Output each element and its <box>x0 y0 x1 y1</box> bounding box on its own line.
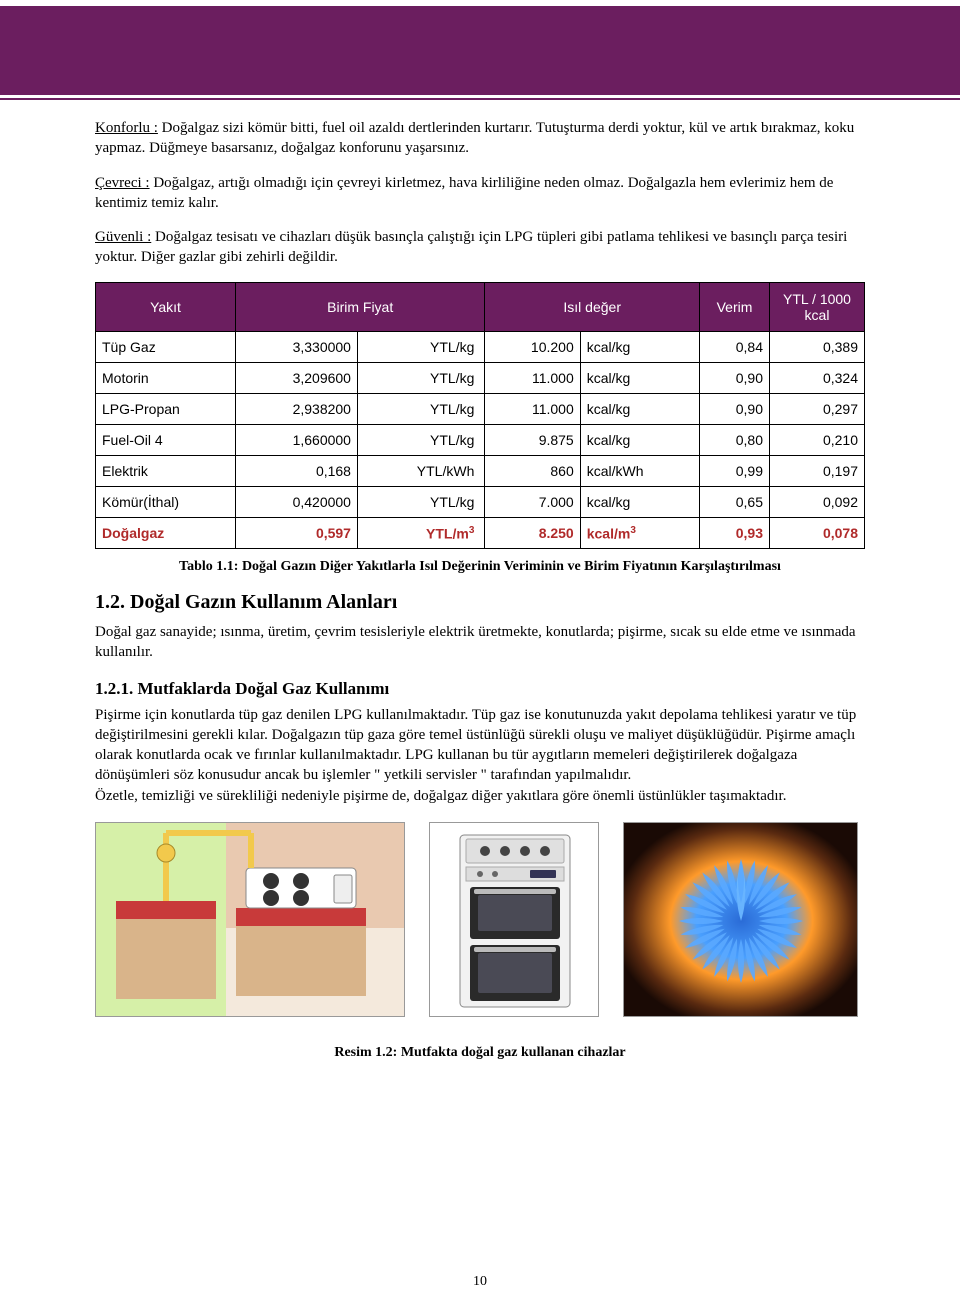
page-content: Konforlu : Doğalgaz sizi kömür bitti, fu… <box>0 100 960 1061</box>
kitchen-stove-illustration <box>95 822 405 1017</box>
table-cell: LPG-Propan <box>96 393 236 424</box>
table-cell: 860 <box>485 455 580 486</box>
table-cell: 0,197 <box>770 455 865 486</box>
section-1-2-heading: 1.2. Doğal Gazın Kullanım Alanları <box>95 591 865 614</box>
table-row: LPG-Propan2,938200YTL/kg11.000kcal/kg0,9… <box>96 393 865 424</box>
table-cell: 7.000 <box>485 486 580 517</box>
table-cell: 0,297 <box>770 393 865 424</box>
table-cell: 11.000 <box>485 362 580 393</box>
table-cell: Motorin <box>96 362 236 393</box>
table-header-row: Yakıt Birim Fiyat Isıl değer Verim YTL /… <box>96 282 865 331</box>
table-row: Motorin3,209600YTL/kg11.000kcal/kg0,900,… <box>96 362 865 393</box>
table-cell: YTL/m3 <box>357 517 484 549</box>
table-cell: 0,65 <box>700 486 770 517</box>
body-guvenli: Doğalgaz tesisatı ve cihazları düşük bas… <box>95 229 847 265</box>
page-header-band <box>0 6 960 100</box>
body-cevreci: Doğalgaz, artığı olmadığı için çevreyi k… <box>95 175 833 211</box>
table-cell: YTL/kg <box>357 362 484 393</box>
lead-guvenli: Güvenli : <box>95 229 151 245</box>
section-1-2-1-body: Pişirme için konutlarda tüp gaz denilen … <box>95 705 865 806</box>
th-ytl: YTL / 1000 kcal <box>770 282 865 331</box>
table-cell: YTL/kg <box>357 393 484 424</box>
th-verim: Verim <box>700 282 770 331</box>
freestanding-oven-image <box>429 822 599 1017</box>
figure-row <box>95 822 865 1017</box>
table-cell: 0,80 <box>700 424 770 455</box>
figure-caption: Resim 1.2: Mutfakta doğal gaz kullanan c… <box>95 1045 865 1061</box>
table-caption: Tablo 1.1: Doğal Gazın Diğer Yakıtlarla … <box>95 559 865 575</box>
table-cell: YTL/kg <box>357 331 484 362</box>
table-cell: 0,84 <box>700 331 770 362</box>
table-cell: kcal/kg <box>580 331 699 362</box>
table-cell: kcal/kg <box>580 486 699 517</box>
table-cell: 0,93 <box>700 517 770 549</box>
paragraph-cevreci: Çevreci : Doğalgaz, artığı olmadığı için… <box>95 173 865 214</box>
table-cell: 0,078 <box>770 517 865 549</box>
th-birim-fiyat: Birim Fiyat <box>236 282 485 331</box>
table-cell: 0,324 <box>770 362 865 393</box>
table-cell: 3,330000 <box>236 331 358 362</box>
table-cell: 10.200 <box>485 331 580 362</box>
fuel-comparison-table: Yakıt Birim Fiyat Isıl değer Verim YTL /… <box>95 282 865 550</box>
table-cell: 0,90 <box>700 393 770 424</box>
table-cell: 0,90 <box>700 362 770 393</box>
section-1-2-body: Doğal gaz sanayide; ısınma, üretim, çevr… <box>95 622 865 663</box>
paragraph-konforlu: Konforlu : Doğalgaz sizi kömür bitti, fu… <box>95 118 865 159</box>
th-yakit: Yakıt <box>96 282 236 331</box>
table-row: Fuel-Oil 41,660000YTL/kg9.875kcal/kg0,80… <box>96 424 865 455</box>
table-cell: 0,168 <box>236 455 358 486</box>
table-cell: 0,420000 <box>236 486 358 517</box>
paragraph-guvenli: Güvenli : Doğalgaz tesisatı ve cihazları… <box>95 227 865 268</box>
table-cell: YTL/kWh <box>357 455 484 486</box>
table-cell: kcal/m3 <box>580 517 699 549</box>
gas-flame-image <box>623 822 858 1017</box>
header-bar <box>0 6 960 98</box>
table-cell: kcal/kg <box>580 362 699 393</box>
table-cell: 0,389 <box>770 331 865 362</box>
table-cell: 0,597 <box>236 517 358 549</box>
table-cell: 8.250 <box>485 517 580 549</box>
table-cell: Fuel-Oil 4 <box>96 424 236 455</box>
section-1-2-1-heading: 1.2.1. Mutfaklarda Doğal Gaz Kullanımı <box>95 679 865 699</box>
table-cell: kcal/kWh <box>580 455 699 486</box>
lead-cevreci: Çevreci : <box>95 175 150 191</box>
lead-konforlu: Konforlu : <box>95 120 158 136</box>
table-cell: 0,99 <box>700 455 770 486</box>
table-row: Kömür(İthal)0,420000YTL/kg7.000kcal/kg0,… <box>96 486 865 517</box>
table-row: Doğalgaz0,597YTL/m38.250kcal/m30,930,078 <box>96 517 865 549</box>
table-cell: Kömür(İthal) <box>96 486 236 517</box>
table-cell: 2,938200 <box>236 393 358 424</box>
table-cell: 11.000 <box>485 393 580 424</box>
table-cell: 3,209600 <box>236 362 358 393</box>
table-cell: kcal/kg <box>580 393 699 424</box>
table-cell: kcal/kg <box>580 424 699 455</box>
body-konforlu: Doğalgaz sizi kömür bitti, fuel oil azal… <box>95 120 854 156</box>
table-cell: 1,660000 <box>236 424 358 455</box>
page-number: 10 <box>0 1274 960 1290</box>
table-row: Tüp Gaz3,330000YTL/kg10.200kcal/kg0,840,… <box>96 331 865 362</box>
table-cell: Doğalgaz <box>96 517 236 549</box>
table-cell: YTL/kg <box>357 486 484 517</box>
table-cell: YTL/kg <box>357 424 484 455</box>
table-cell: 0,092 <box>770 486 865 517</box>
table-cell: 0,210 <box>770 424 865 455</box>
table-row: Elektrik0,168YTL/kWh860kcal/kWh0,990,197 <box>96 455 865 486</box>
th-isil-deger: Isıl değer <box>485 282 700 331</box>
table-cell: 9.875 <box>485 424 580 455</box>
table-cell: Elektrik <box>96 455 236 486</box>
table-cell: Tüp Gaz <box>96 331 236 362</box>
